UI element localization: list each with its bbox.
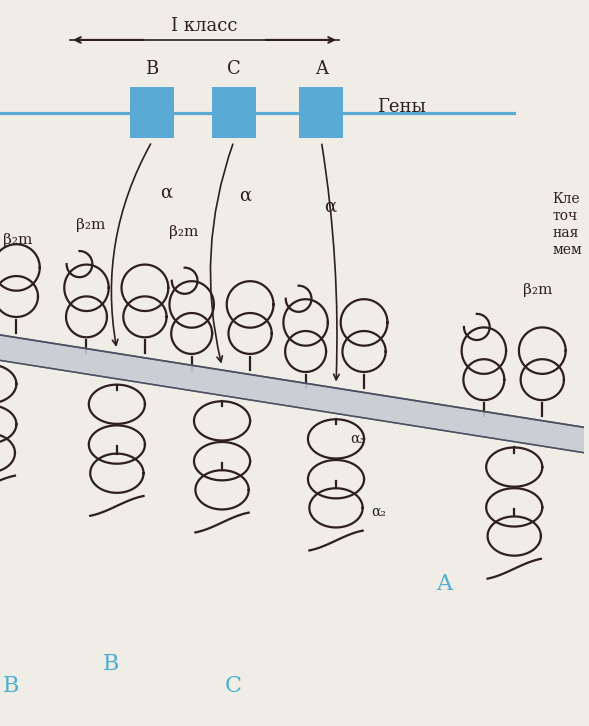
Text: β₂m: β₂m <box>523 283 552 298</box>
Text: I класс: I класс <box>171 17 238 35</box>
FancyBboxPatch shape <box>212 87 256 138</box>
FancyBboxPatch shape <box>130 87 174 138</box>
Text: A: A <box>436 574 452 595</box>
Text: A: A <box>315 60 328 78</box>
Text: β₂m: β₂m <box>3 232 32 247</box>
FancyBboxPatch shape <box>299 87 343 138</box>
Text: α: α <box>239 187 252 205</box>
Text: β₂m: β₂m <box>170 225 199 240</box>
Text: Кле
точ
ная
мем: Кле точ ная мем <box>552 192 582 256</box>
Text: Гены: Гены <box>377 98 426 115</box>
Text: C: C <box>225 675 242 697</box>
Text: β₂m: β₂m <box>76 218 105 232</box>
Text: α: α <box>324 198 336 216</box>
Text: C: C <box>227 60 241 78</box>
Text: α: α <box>160 184 173 201</box>
Polygon shape <box>0 330 589 457</box>
Text: α₂: α₂ <box>371 505 386 518</box>
Text: B: B <box>3 675 19 697</box>
Text: B: B <box>103 653 119 675</box>
Text: B: B <box>145 60 158 78</box>
Text: α₃: α₃ <box>350 432 366 446</box>
